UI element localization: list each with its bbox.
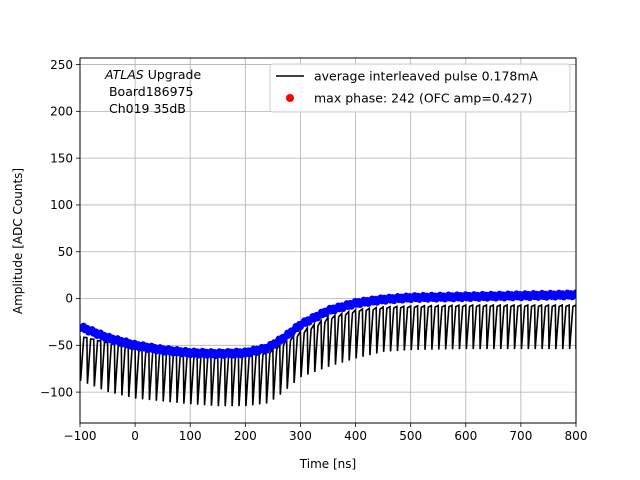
data-layer — [80, 289, 576, 407]
legend-frame — [269, 63, 571, 113]
sample-markers — [80, 289, 576, 360]
x-tick-label: 400 — [344, 429, 367, 443]
y-tick-label: −50 — [48, 339, 73, 353]
x-tick-label: 100 — [179, 429, 202, 443]
legend-entry-max-phase: max phase: 242 (OFC amp=0.427) — [314, 91, 532, 106]
y-tick-label: 200 — [50, 105, 73, 119]
annotation-text: ATLAS Upgrade — [104, 67, 201, 82]
x-tick-label: −100 — [64, 429, 97, 443]
ticks: −100 0 100 200 300 400 500 600 700 800 −100 −50 0 50 1… — [40, 58, 587, 443]
x-tick-label: 0 — [131, 429, 139, 443]
legend-dot-marker — [286, 94, 294, 102]
x-tick-label: 800 — [565, 429, 588, 443]
y-tick-label: 250 — [50, 58, 73, 72]
pulse-trace — [80, 303, 576, 407]
annotation-channel: Ch019 35dB — [105, 101, 186, 116]
x-axis-label: Time [ns] — [299, 457, 356, 471]
legend: average interleaved pulse 0.178mA max ph… — [269, 63, 571, 113]
x-tick-label: 500 — [399, 429, 422, 443]
y-tick-label: 50 — [58, 245, 73, 259]
y-tick-label: 100 — [50, 198, 73, 212]
x-tick-label: 700 — [509, 429, 532, 443]
annotation-upgrade: Upgrade — [148, 67, 202, 82]
sample-point — [572, 289, 576, 296]
y-tick-label: 150 — [50, 151, 73, 165]
annotation-atlas: ATLAS — [104, 67, 144, 82]
x-tick-label: 200 — [234, 429, 257, 443]
y-tick-label: −100 — [40, 385, 73, 399]
x-tick-label: 600 — [454, 429, 477, 443]
y-axis-label: Amplitude [ADC Counts] — [11, 168, 25, 314]
y-tick-label: 0 — [65, 292, 73, 306]
annotation-board: Board186975 — [105, 84, 193, 99]
axes-frame — [79, 57, 577, 424]
x-tick-label: 300 — [289, 429, 312, 443]
legend-entry-pulse: average interleaved pulse 0.178mA — [314, 69, 539, 84]
